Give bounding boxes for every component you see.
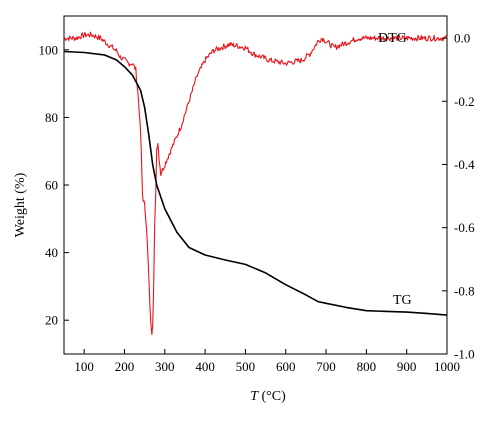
right-y-tick-label: -1.0 <box>454 347 475 362</box>
x-tick-label: 400 <box>195 359 215 374</box>
x-tick-label: 900 <box>397 359 417 374</box>
series-layer <box>63 31 448 336</box>
x-tick-label: 600 <box>276 359 296 374</box>
x-tick-label: 300 <box>155 359 175 374</box>
plot-frame <box>63 15 448 355</box>
series-line-dtg <box>63 31 448 336</box>
left-y-tick-label: 20 <box>45 313 58 328</box>
x-tick-label: 1000 <box>434 359 460 374</box>
y-axis-title: Weight (%) <box>13 172 28 237</box>
x-tick-label: 200 <box>115 359 135 374</box>
series-label-tg: TG <box>393 293 412 308</box>
x-axis: 100 200 300 400 500 600 700 800 900 1000 <box>74 349 460 374</box>
plot-area <box>63 15 448 355</box>
x-tick-label: 100 <box>74 359 94 374</box>
right-y-tick-label: 0.0 <box>454 31 470 46</box>
x-tick-label: 500 <box>236 359 256 374</box>
series-label-dtg: DTG <box>378 31 407 46</box>
left-y-tick-label: 100 <box>39 42 59 57</box>
right-y-tick-label: -0.6 <box>454 220 475 235</box>
right-y-tick-label: -0.4 <box>454 157 475 172</box>
right-y-tick-label: -0.8 <box>454 283 475 298</box>
left-axis: 20 40 60 80 100 <box>39 42 69 328</box>
x-axis-title: T (°C) <box>250 389 286 404</box>
right-y-tick-label: -0.2 <box>454 94 475 109</box>
left-y-tick-label: 80 <box>45 110 58 125</box>
left-y-tick-label: 40 <box>45 245 58 260</box>
x-tick-label: 700 <box>316 359 336 374</box>
left-y-tick-label: 60 <box>45 178 58 193</box>
x-axis-title-unit: (°C) <box>258 389 286 404</box>
x-axis-title-variable: T <box>250 389 259 404</box>
x-tick-label: 800 <box>357 359 377 374</box>
right-axis: 0.0 -0.2 -0.4 -0.6 -0.8 -1.0 <box>442 31 475 362</box>
series-line-tg <box>63 50 448 316</box>
